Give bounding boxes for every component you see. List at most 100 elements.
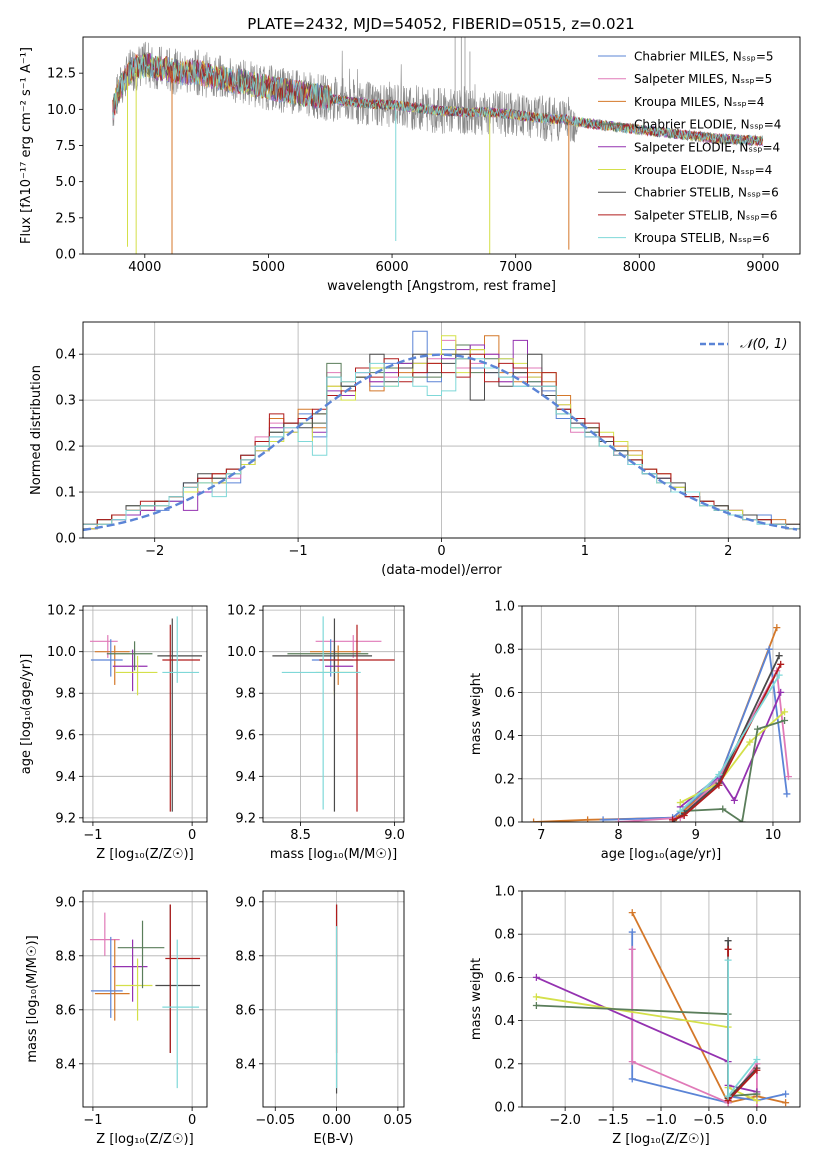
weight-marker (724, 937, 732, 945)
y-tick-label: 0.1 (55, 486, 76, 501)
plot-area-age-vs-mass (272, 616, 395, 812)
y-tick-label: 8.4 (55, 1057, 76, 1072)
x-tick-label: −1 (83, 1113, 102, 1128)
y-tick-label: 10.0 (227, 645, 256, 660)
weight-marker (628, 928, 636, 936)
y-tick-label: 9.8 (55, 687, 76, 702)
x-tick-label: 8 (614, 828, 622, 843)
spectrum-model-line (112, 53, 763, 145)
y-tick-label: 9.2 (235, 811, 256, 826)
panel-spectrum: 4000 5000 6000 7000 8000 9000 0.0 2.5 5.0 7.5 10.0… (19, 36, 801, 294)
weight-marker (753, 1103, 761, 1107)
x-tick-label: −2.0 (549, 1113, 581, 1128)
legend-label: Chabrier ELODIE, Nₛₛₚ=4 (634, 118, 781, 132)
y-tick-label: 0.8 (494, 928, 515, 943)
x-tick-label: 0.0 (747, 1113, 768, 1128)
legend-label: Kroupa STELIB, Nₛₛₚ=6 (634, 231, 770, 245)
weight-marker (724, 945, 732, 953)
weight-marker (599, 816, 607, 822)
x-tick-label: 8000 (623, 260, 656, 275)
y-tick-label: 0.8 (494, 643, 515, 658)
y-tick-label: 0.6 (494, 971, 515, 986)
weight-marker (781, 708, 789, 716)
panel-residuals: −2 −1 0 1 2 0.0 0.1 0.2 0.3 0.4 (data-model)/error… (29, 321, 801, 578)
x-axis-label: wavelength [Angstrom, rest frame] (327, 279, 556, 294)
y-tick-label: 0.2 (494, 772, 515, 787)
weight-marker (775, 671, 783, 679)
gaussian-curve (83, 353, 798, 532)
weight-marker (724, 1092, 732, 1100)
y-tick-label: 9.0 (235, 895, 256, 910)
panel-mass-vs-ebv: −0.05 0.00 0.05 8.4 8.6 8.8 9.0 E(B-V) (235, 890, 412, 1147)
y-tick-label: 0.4 (494, 1014, 515, 1029)
weight-marker (724, 956, 732, 964)
legend-label: Salpeter ELODIE, Nₛₛₚ=4 (634, 140, 780, 154)
y-tick-label: 9.2 (55, 811, 76, 826)
weight-marker (719, 805, 727, 813)
y-tick-label: 0.0 (55, 532, 76, 547)
y-axis-label: Normed distribution (29, 365, 44, 495)
histogram-step (83, 353, 800, 538)
y-tick-label: 8.6 (55, 1003, 76, 1018)
legend-label: Chabrier MILES, Nₛₛₚ=5 (634, 50, 774, 64)
weight-marker (628, 1058, 636, 1066)
weight-marker (781, 716, 789, 724)
weight-line (631, 912, 786, 1104)
legend-label: 𝒩(0, 1) (740, 337, 787, 352)
x-tick-label: 2 (724, 544, 732, 559)
weight-marker (746, 738, 754, 746)
axes-frame (82, 321, 801, 539)
weight-marker (773, 624, 781, 632)
y-tick-label: 9.8 (235, 687, 256, 702)
y-axis-label: mass weight (469, 673, 484, 755)
y-tick-label: 9.0 (55, 895, 76, 910)
x-tick-label: 0.00 (322, 1113, 351, 1128)
legend-label: Kroupa ELODIE, Nₛₛₚ=4 (634, 163, 772, 177)
y-tick-label: 1.0 (494, 600, 515, 615)
x-axis-label: (data-model)/error (381, 563, 502, 578)
axes-frame (82, 890, 208, 1108)
y-tick-label: 2.5 (55, 211, 76, 226)
weight-marker (775, 652, 783, 660)
weight-marker (754, 725, 762, 733)
weight-line (672, 655, 781, 822)
x-tick-label: −1 (289, 544, 308, 559)
x-tick-label: 0 (188, 828, 196, 843)
weight-marker (783, 790, 791, 798)
weight-marker (777, 688, 785, 696)
y-tick-label: 0.0 (55, 248, 76, 263)
axes-frame (262, 605, 405, 823)
weight-marker (715, 770, 723, 778)
x-tick-label: −1.5 (597, 1113, 629, 1128)
weight-marker (669, 816, 677, 822)
y-tick-label: 0.0 (494, 816, 515, 831)
x-axis-label: Z [log₁₀(Z/Z☉)] (612, 1132, 709, 1147)
x-tick-label: 7000 (499, 260, 532, 275)
x-tick-label: 0.05 (383, 1113, 412, 1128)
weight-marker (777, 660, 785, 668)
axes-frame (521, 605, 801, 823)
y-tick-label: 10.0 (47, 103, 76, 118)
y-tick-label: 0.4 (55, 348, 76, 363)
x-tick-label: 0 (188, 1113, 196, 1128)
y-tick-label: 12.5 (47, 67, 76, 82)
axes-frame (82, 36, 801, 255)
weight-marker (784, 773, 792, 781)
y-tick-label: 9.4 (235, 770, 256, 785)
x-tick-label: 9.0 (384, 828, 405, 843)
axes-frame (262, 890, 405, 1108)
weight-marker (738, 818, 746, 822)
weight-marker (753, 1090, 761, 1098)
weight-marker (676, 807, 684, 815)
weight-marker (532, 1001, 540, 1009)
x-tick-label: −2 (145, 544, 164, 559)
x-tick-label: 5000 (252, 260, 285, 275)
y-tick-label: 10.0 (47, 645, 76, 660)
weight-line (536, 976, 758, 1093)
y-tick-label: 5.0 (55, 175, 76, 190)
y-axis-label: mass [log₁₀(M/M☉)] (25, 935, 40, 1062)
x-axis-label: age [log₁₀(age/yr)] (601, 847, 722, 862)
weight-marker (676, 799, 684, 807)
y-tick-label: 9.6 (235, 728, 256, 743)
weight-marker (530, 818, 538, 822)
